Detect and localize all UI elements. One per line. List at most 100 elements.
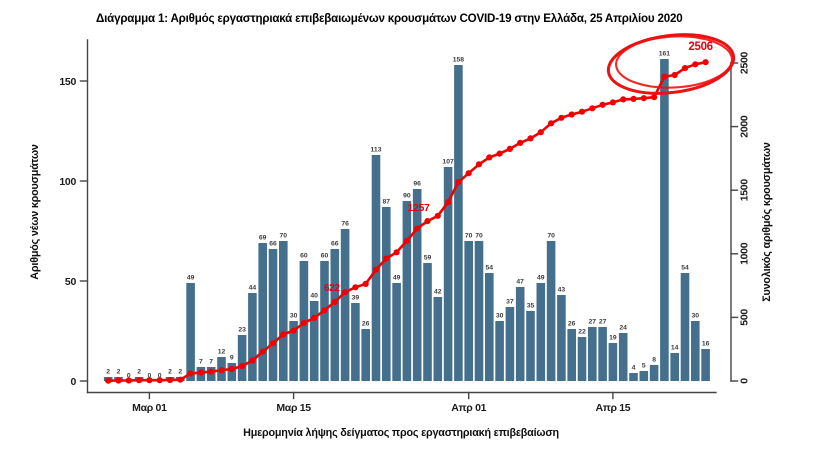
bar	[598, 327, 607, 381]
bar	[649, 365, 659, 381]
x-tick-label: Μαρ 01	[132, 402, 167, 414]
bar-value-label: 2	[168, 369, 172, 376]
annotation-1257: 1257	[407, 202, 430, 214]
line-point	[403, 237, 410, 244]
y-left-tick-label: 150	[59, 76, 76, 88]
bar	[670, 353, 679, 381]
bar	[382, 207, 391, 381]
line-point	[383, 255, 390, 262]
line-point	[105, 377, 112, 384]
y-right-tick-label: 0	[739, 378, 751, 384]
bar-value-label: 14	[671, 345, 679, 352]
bar-value-label: 49	[187, 275, 195, 282]
line-point	[125, 377, 132, 384]
bar-value-label: 2	[137, 369, 141, 376]
bar	[330, 249, 340, 381]
bar-value-label: 19	[609, 335, 617, 342]
line-point	[496, 150, 503, 157]
y-right-tick-label: 1000	[739, 242, 751, 265]
bar	[660, 59, 669, 381]
bar-value-label: 27	[589, 319, 597, 326]
line-point	[177, 376, 184, 383]
line-point	[280, 331, 287, 338]
bar-value-label: 30	[692, 313, 700, 320]
bar-value-label: 87	[383, 199, 391, 206]
bar	[340, 229, 350, 381]
bar	[588, 327, 597, 381]
bar-value-label: 70	[280, 233, 288, 240]
bar	[433, 297, 443, 381]
bar	[464, 241, 473, 381]
bar-value-label: 96	[413, 181, 421, 188]
annotation-622: 622	[324, 283, 341, 294]
bar-value-label: 0	[158, 373, 162, 380]
line-point	[342, 289, 349, 296]
bar-value-label: 49	[393, 275, 401, 282]
bar	[248, 293, 257, 381]
bar	[402, 201, 412, 381]
line-point	[661, 73, 668, 80]
bar	[392, 283, 401, 381]
line-point	[166, 376, 174, 384]
bar-value-label: 107	[442, 159, 454, 166]
bar-value-label: 39	[352, 295, 360, 302]
bar	[474, 241, 484, 381]
line-point	[197, 369, 204, 376]
bar	[639, 371, 649, 381]
line-point	[527, 135, 534, 142]
x-tick-label: Απρ 15	[595, 402, 630, 414]
line-point	[393, 249, 400, 256]
line-point	[445, 199, 452, 206]
bar-value-label: 30	[496, 313, 504, 320]
line-point	[702, 59, 709, 66]
bar-value-label: 69	[259, 235, 267, 242]
bar	[237, 335, 247, 381]
x-tick-label: Μαρ 15	[276, 402, 311, 414]
line-point	[239, 363, 246, 370]
line-point	[548, 120, 555, 127]
bar	[361, 329, 370, 381]
bar-value-label: 76	[341, 221, 349, 228]
bar-value-label: 12	[218, 349, 226, 356]
line-point	[434, 212, 441, 219]
line-point	[115, 377, 122, 384]
line-point	[651, 94, 658, 101]
bar	[289, 321, 298, 381]
bar	[351, 303, 360, 381]
line-point	[578, 108, 586, 115]
bar	[279, 241, 288, 381]
bar-value-label: 37	[506, 299, 514, 306]
bar-value-label: 2	[117, 369, 121, 376]
line-point	[290, 327, 297, 334]
bar-value-label: 49	[537, 275, 545, 282]
line-point	[321, 307, 328, 314]
line-point	[599, 101, 606, 108]
line-point	[208, 368, 215, 375]
chart-title: Διάγραμμα 1: Αριθμός εργαστηριακά επιβεβ…	[96, 12, 683, 25]
bar	[186, 283, 195, 381]
bar	[608, 343, 618, 381]
line-point	[187, 370, 194, 377]
line-point	[362, 280, 369, 287]
bar	[680, 273, 690, 381]
bar-value-label: 44	[249, 285, 257, 292]
y-right-axis-title: Συνολικός αριθμός κρουσμάτων	[761, 142, 773, 302]
highlight-ellipse	[606, 33, 736, 95]
bar	[629, 373, 638, 381]
bar	[691, 321, 700, 381]
bar-value-label: 4	[632, 365, 636, 372]
bar-value-label: 26	[362, 321, 370, 328]
bar-value-label: 2	[106, 369, 110, 376]
line-point	[681, 65, 689, 72]
bar-value-label: 54	[681, 265, 689, 272]
bar	[412, 189, 422, 381]
bar	[577, 337, 587, 381]
bar-value-label: 0	[148, 373, 152, 380]
bar-value-label: 35	[527, 303, 535, 310]
bar-value-label: 66	[269, 241, 277, 248]
y-left-tick-label: 0	[70, 376, 76, 388]
highlight-ellipse-inner	[615, 35, 733, 89]
bar	[701, 349, 710, 381]
